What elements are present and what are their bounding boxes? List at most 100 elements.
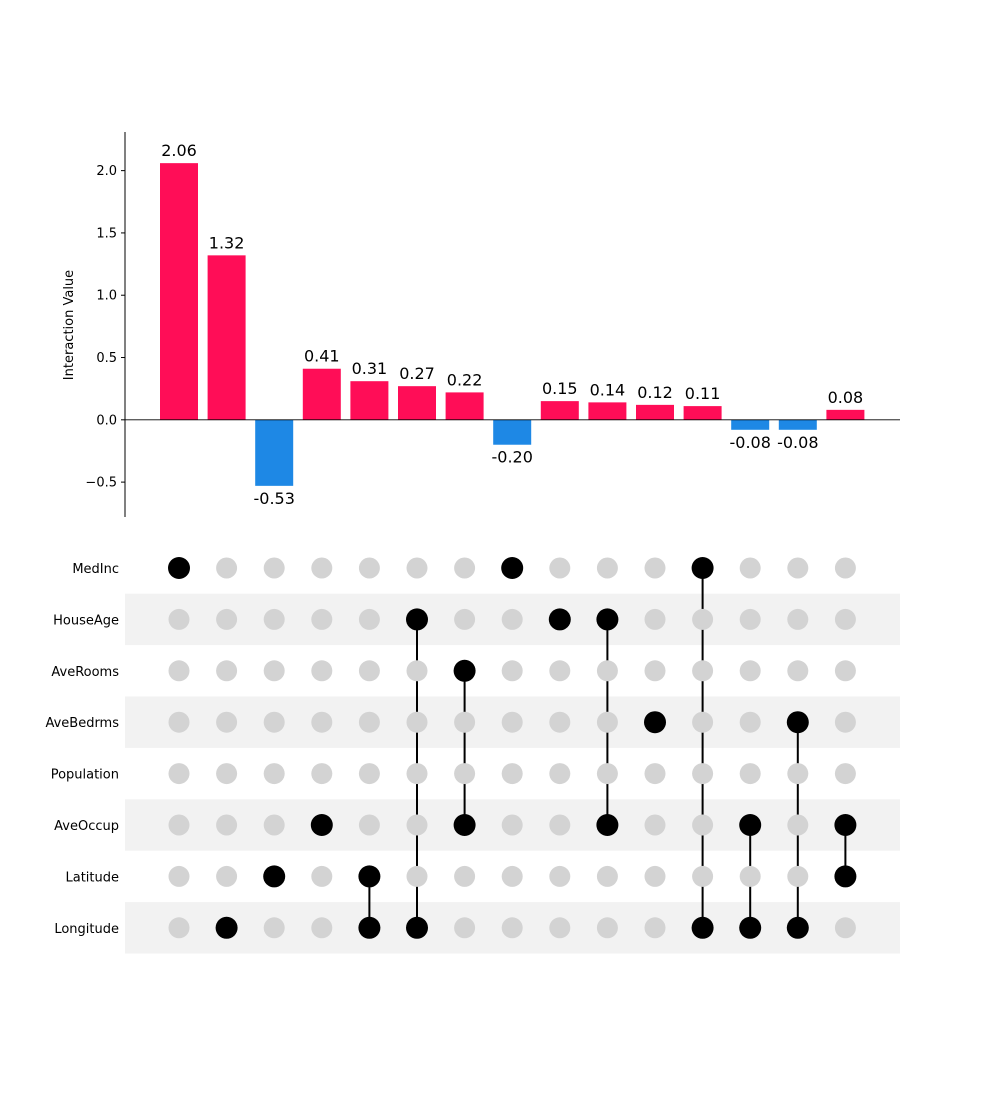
inactive-dot [644, 814, 666, 836]
inactive-dot [787, 557, 809, 579]
bar [398, 386, 436, 420]
bar [445, 392, 484, 420]
inactive-dot [454, 711, 476, 733]
inactive-dot [263, 917, 285, 939]
active-dot [596, 814, 619, 836]
inactive-dot [692, 608, 714, 630]
inactive-dot [263, 608, 285, 630]
bar-value-label: 0.31 [352, 359, 388, 378]
inactive-dot [358, 814, 380, 836]
y-tick-label: −0.5 [85, 476, 117, 491]
active-dot [644, 711, 666, 734]
inactive-dot [834, 917, 856, 939]
inactive-dot [358, 711, 380, 733]
inactive-dot [549, 763, 571, 785]
inactive-dot [168, 763, 190, 785]
inactive-dot [549, 660, 571, 682]
bar [778, 419, 817, 430]
inactive-dot [311, 608, 333, 630]
inactive-dot [549, 557, 571, 579]
inactive-dot [358, 763, 380, 785]
inactive-dot [216, 608, 238, 630]
active-dot [739, 814, 762, 836]
bar-value-label: 0.08 [828, 388, 864, 407]
active-dot [691, 557, 714, 579]
active-dot [406, 916, 428, 939]
inactive-dot [787, 814, 809, 836]
inactive-dot [216, 557, 238, 579]
inactive-dot [596, 711, 618, 733]
active-dot [834, 865, 857, 888]
bar [160, 163, 198, 420]
inactive-dot [834, 711, 856, 733]
active-dot [596, 608, 619, 631]
active-dot [834, 814, 857, 836]
bar-value-label: -0.53 [253, 489, 294, 508]
inactive-dot [692, 660, 714, 682]
inactive-dot [596, 917, 618, 939]
inactive-dot [358, 660, 380, 682]
active-dot [453, 659, 476, 682]
bar-value-label: 2.06 [161, 141, 197, 160]
inactive-dot [168, 814, 190, 836]
active-dot [548, 608, 571, 631]
inactive-dot [358, 557, 380, 579]
y-axis-title: Interaction Value [62, 270, 77, 380]
inactive-dot [644, 557, 666, 579]
bar-value-label: -0.20 [491, 448, 532, 467]
inactive-dot [501, 608, 523, 630]
active-dot [786, 916, 809, 939]
inactive-dot [644, 608, 666, 630]
inactive-dot [311, 660, 333, 682]
inactive-dot [644, 660, 666, 682]
feature-labels: MedInc HouseAge AveRooms AveBedrms Populatio… [45, 562, 119, 937]
bar [302, 368, 341, 420]
inactive-dot [168, 917, 190, 939]
inactive-dot [454, 917, 476, 939]
feature-label: AveRooms [51, 665, 119, 680]
inactive-dot [501, 711, 523, 733]
inactive-dot [739, 711, 761, 733]
inactive-dot [692, 865, 714, 887]
inactive-dot [596, 557, 618, 579]
inactive-dot [168, 711, 190, 733]
inactive-dot [311, 763, 333, 785]
inactive-dot [739, 557, 761, 579]
bar [731, 419, 770, 430]
inactive-dot [692, 763, 714, 785]
bar-value-label: 0.11 [685, 384, 721, 403]
feature-label: HouseAge [53, 613, 119, 628]
inactive-dot [644, 763, 666, 785]
inactive-dot [216, 660, 238, 682]
inactive-dot [739, 763, 761, 785]
inactive-dot [549, 865, 571, 887]
feature-label: Population [51, 768, 119, 783]
bar [683, 406, 722, 420]
active-dot [691, 916, 714, 939]
inactive-dot [739, 660, 761, 682]
y-tick-label: 2.0 [96, 164, 117, 179]
bar-panel: 2.06 1.32 -0.53 0.41 0.31 0.27 0.22 -0.20 0.15 0.… [62, 132, 900, 517]
inactive-dot [311, 711, 333, 733]
active-dot [358, 865, 381, 888]
inactive-dot [834, 763, 856, 785]
inactive-dot [834, 608, 856, 630]
active-dot [739, 916, 762, 939]
inactive-dot [263, 660, 285, 682]
bars-group [160, 163, 865, 486]
active-dot [786, 711, 809, 734]
inactive-dot [454, 865, 476, 887]
bar [636, 404, 674, 420]
bar [350, 381, 389, 420]
bar-value-label: 0.27 [399, 364, 435, 383]
y-tick-label: 0.0 [96, 413, 117, 428]
bar-value-label: 0.41 [304, 347, 340, 366]
active-dot [501, 557, 524, 579]
inactive-dot [596, 763, 618, 785]
feature-label: AveBedrms [45, 716, 119, 731]
feature-label: MedInc [72, 562, 119, 577]
inactive-dot [501, 865, 523, 887]
inactive-dot [549, 917, 571, 939]
inactive-dot [168, 608, 190, 630]
